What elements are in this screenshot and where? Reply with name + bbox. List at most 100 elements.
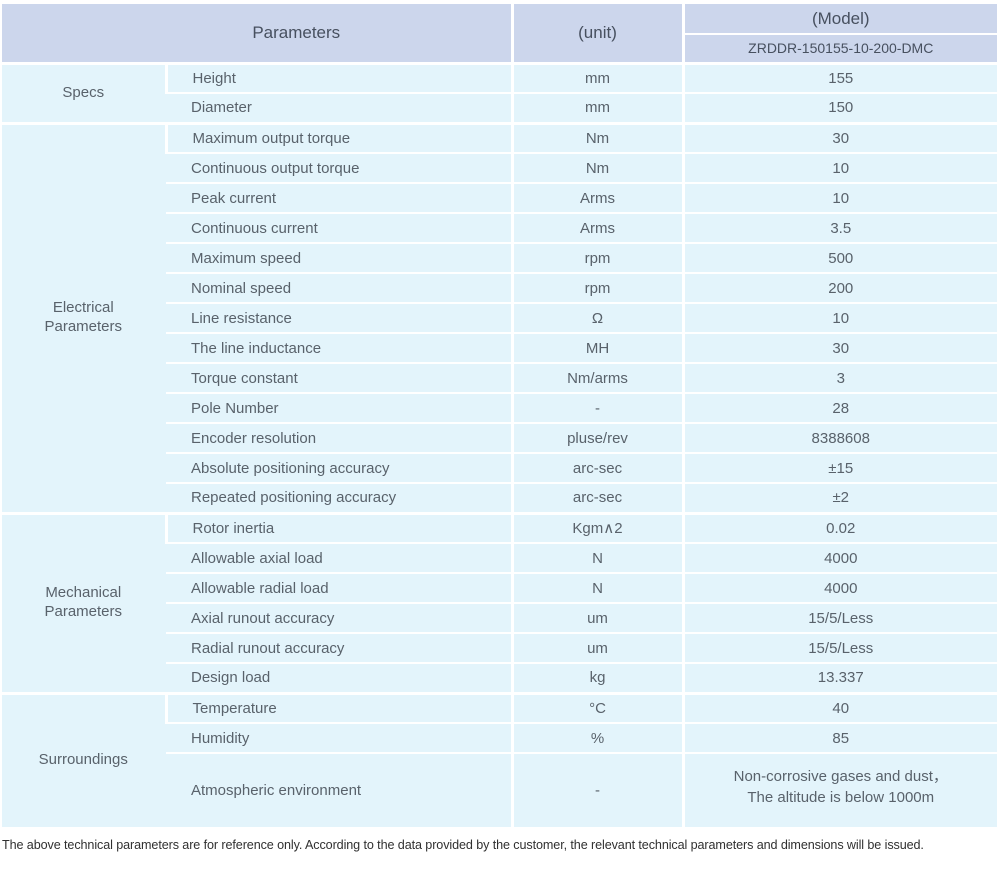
value-cell: 4000 [681, 572, 997, 603]
value-cell: 200 [681, 272, 997, 303]
unit-cell: N [510, 572, 683, 603]
unit-cell: Kgm∧2 [510, 511, 683, 543]
model-header: (Model) [681, 2, 997, 34]
value-cell: 15/5/Less [681, 602, 997, 633]
model-number: ZRDDR-150155-10-200-DMC [681, 33, 997, 63]
table-row: Encoder resolution pluse/rev 8388608 [2, 422, 997, 453]
unit-header: (unit) [510, 2, 683, 63]
table-row: Allowable radial load N 4000 [2, 572, 997, 603]
param-cell: Temperature [164, 691, 512, 723]
value-cell: 13.337 [681, 662, 997, 693]
unit-cell: arc-sec [510, 482, 683, 513]
table-row: Design load kg 13.337 [2, 662, 997, 693]
group-cell-mechanical: Mechanical Parameters [2, 511, 166, 693]
param-cell: Torque constant [166, 362, 512, 393]
value-cell: 15/5/Less [681, 632, 997, 663]
value-cell: 4000 [681, 542, 997, 573]
value-cell: 150 [681, 92, 997, 123]
param-cell: Height [164, 61, 512, 93]
value-cell: 28 [681, 392, 997, 423]
param-cell: Maximum output torque [164, 121, 512, 153]
value-cell: 10 [681, 152, 997, 183]
table-row: Surroundings Temperature °C 40 [2, 691, 997, 827]
unit-cell: Ω [510, 302, 683, 333]
param-cell: Absolute positioning accuracy [166, 452, 512, 483]
table-row: Atmospheric environment - Non-corrosive ga… [2, 752, 997, 827]
unit-cell: Nm/arms [510, 362, 683, 393]
table-row: Mechanical Parameters Rotor inertia Kgm∧2 0… [2, 511, 997, 693]
group-cell-electrical: Electrical Parameters [2, 121, 166, 513]
unit-cell: um [510, 602, 683, 633]
param-cell: Allowable axial load [166, 542, 512, 573]
table-row: Torque constant Nm/arms 3 [2, 362, 997, 393]
unit-cell: Nm [510, 121, 683, 153]
spec-table: Parameters (unit) (Model) ZRDDR-150155-1… [2, 2, 997, 827]
param-cell: Encoder resolution [166, 422, 512, 453]
param-cell: Nominal speed [166, 272, 512, 303]
value-cell: 3 [681, 362, 997, 393]
unit-cell: rpm [510, 242, 683, 273]
unit-cell: N [510, 542, 683, 573]
value-cell: 30 [681, 121, 997, 153]
param-cell: Allowable radial load [166, 572, 512, 603]
spec-table-body: Specs Height mm 155 Diameter mm 150 Electrical … [2, 61, 997, 827]
unit-cell: Nm [510, 152, 683, 183]
value-cell: 0.02 [681, 511, 997, 543]
table-row: Allowable axial load N 4000 [2, 542, 997, 573]
param-cell: Design load [166, 662, 512, 693]
table-row: Line resistance Ω 10 [2, 302, 997, 333]
value-cell: 155 [681, 61, 997, 93]
table-row: Electrical Parameters Maximum output torq… [2, 121, 997, 513]
value-cell: 10 [681, 182, 997, 213]
param-cell: Peak current [166, 182, 512, 213]
param-cell: The line inductance [166, 332, 512, 363]
unit-cell: kg [510, 662, 683, 693]
value-cell: 40 [681, 691, 997, 723]
unit-cell: - [510, 392, 683, 423]
param-cell: Axial runout accuracy [166, 602, 512, 633]
param-cell: Continuous output torque [166, 152, 512, 183]
param-cell: Line resistance [166, 302, 512, 333]
unit-cell: mm [510, 92, 683, 123]
unit-cell: Arms [510, 212, 683, 243]
unit-cell: pluse/rev [510, 422, 683, 453]
table-row: The line inductance MH 30 [2, 332, 997, 363]
unit-cell: - [510, 752, 683, 827]
group-cell-surroundings: Surroundings [2, 691, 166, 827]
unit-cell: % [510, 722, 683, 753]
value-cell: 500 [681, 242, 997, 273]
table-row: Pole Number -28 [2, 392, 997, 423]
value-cell: 3.5 [681, 212, 997, 243]
table-row: Peak current Arms 10 [2, 182, 997, 213]
table-header: Parameters (unit) (Model) ZRDDR-150155-1… [2, 2, 997, 63]
unit-cell: °C [510, 691, 683, 723]
table-row: Axial runout accuracy um 15/5/Less [2, 602, 997, 633]
unit-cell: um [510, 632, 683, 663]
unit-cell: MH [510, 332, 683, 363]
value-cell: 10 [681, 302, 997, 333]
table-row: Humidity% 85 [2, 722, 997, 753]
table-row: Specs Height mm 155 [2, 61, 997, 123]
value-cell: 30 [681, 332, 997, 363]
param-cell: Diameter [166, 92, 512, 123]
table-row: Nominal speed rpm 200 [2, 272, 997, 303]
param-cell: Humidity [166, 722, 512, 753]
param-cell: Rotor inertia [164, 511, 512, 543]
param-cell: Continuous current [166, 212, 512, 243]
value-cell: 8388608 [681, 422, 997, 453]
unit-cell: mm [510, 61, 683, 93]
table-header-row: Parameters (unit) (Model) [2, 2, 997, 63]
group-cell-specs: Specs [2, 61, 166, 123]
table-row: Repeated positioning accuracy arc-sec ±2 [2, 482, 997, 513]
param-cell: Repeated positioning accuracy [166, 482, 512, 513]
value-cell: 85 [681, 722, 997, 753]
unit-cell: rpm [510, 272, 683, 303]
unit-cell: arc-sec [510, 452, 683, 483]
value-cell: Non-corrosive gases and dust， The altitu… [681, 752, 997, 827]
param-cell: Maximum speed [166, 242, 512, 273]
table-row: Continuous current Arms 3.5 [2, 212, 997, 243]
param-cell: Radial runout accuracy [166, 632, 512, 663]
value-cell: ±15 [681, 452, 997, 483]
model-number-row: ZRDDR-150155-10-200-DMC [2, 33, 997, 63]
